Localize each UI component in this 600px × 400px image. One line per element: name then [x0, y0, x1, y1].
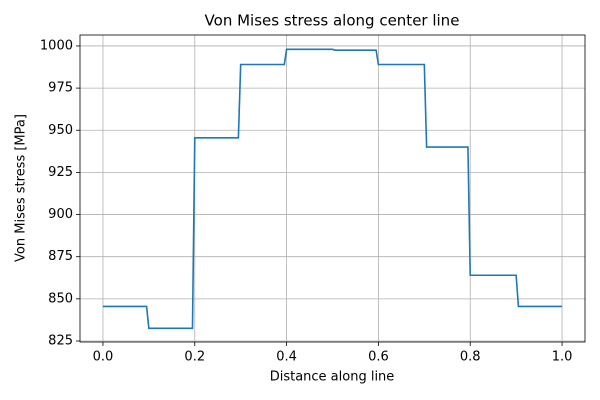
- plot-frame: [79, 34, 586, 343]
- y-tick-label: 850: [48, 291, 73, 306]
- y-tick-label: 975: [48, 81, 73, 96]
- y-axis-label: Von Mises stress [MPa]: [14, 114, 29, 262]
- y-tick-label: 875: [48, 249, 73, 264]
- x-tick-label: 0.2: [184, 350, 205, 365]
- x-tick-label: 0.8: [460, 350, 481, 365]
- y-tick-label: 900: [48, 207, 73, 222]
- x-tick-label: 0.0: [93, 350, 114, 365]
- x-tick-label: 0.4: [276, 350, 297, 365]
- y-tick-label: 925: [48, 165, 73, 180]
- y-tick-label: 950: [48, 123, 73, 138]
- y-tick-label: 1000: [40, 38, 73, 53]
- x-tick-label: 1.0: [552, 350, 573, 365]
- x-tick-label: 0.6: [368, 350, 389, 365]
- y-tick-label: 825: [48, 333, 73, 348]
- chart-title: Von Mises stress along center line: [205, 12, 460, 30]
- data-line: [102, 48, 563, 330]
- x-axis-label: Distance along line: [270, 370, 395, 385]
